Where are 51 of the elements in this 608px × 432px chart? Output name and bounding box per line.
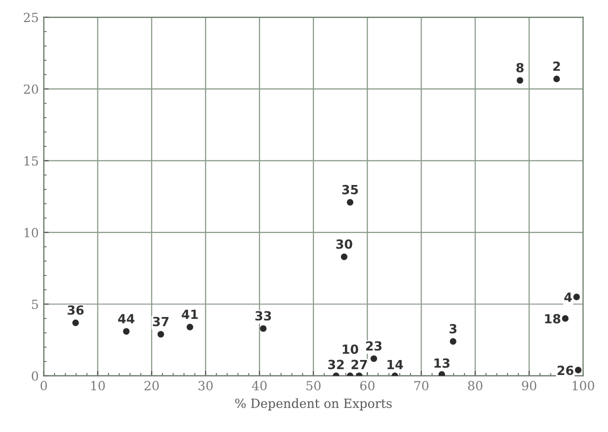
- point: [370, 355, 378, 362]
- x-tick-label: 90: [522, 380, 536, 390]
- annotation: 2: [553, 62, 560, 71]
- x-tick-label: 60: [360, 380, 374, 390]
- annotation: 33: [255, 311, 271, 321]
- x-axis-title: % Dependent on Exports: [235, 398, 392, 410]
- x-tick-label: 70: [414, 380, 428, 390]
- annotation: 26: [558, 366, 574, 376]
- annotation: 18: [545, 314, 560, 324]
- point: [186, 324, 194, 330]
- annotation: 36: [68, 305, 84, 315]
- x-tick-label: 20: [144, 380, 159, 390]
- annotation: 8: [516, 62, 524, 72]
- annotation: 13: [434, 358, 450, 368]
- point: [562, 315, 569, 322]
- annotation: 3: [450, 324, 456, 334]
- annotation: 27: [352, 360, 367, 370]
- x-tick-label: 100: [572, 380, 594, 390]
- y-tick-label: 0: [32, 371, 38, 381]
- point: [516, 77, 524, 84]
- point: [340, 254, 348, 260]
- annotation: 44: [118, 314, 134, 324]
- point: [553, 76, 560, 82]
- point: [574, 366, 582, 374]
- x-tick-label: 80: [468, 380, 482, 390]
- annotation: 32: [328, 360, 344, 370]
- annotation: 14: [388, 360, 403, 370]
- point: [72, 319, 79, 326]
- x-tick-label: 40: [252, 380, 267, 390]
- annotation: 35: [342, 184, 358, 194]
- y-tick-label: 15: [24, 156, 38, 166]
- point: [260, 325, 267, 332]
- y-tick-label: 25: [24, 12, 38, 22]
- point: [346, 199, 354, 206]
- y-tick-label: 10: [24, 228, 38, 238]
- annotation: 41: [182, 310, 198, 319]
- point: [158, 330, 164, 338]
- y-tick-label: 20: [24, 84, 38, 94]
- annotation: 30: [336, 239, 352, 249]
- x-tick-label: 30: [198, 380, 213, 390]
- point: [122, 328, 130, 335]
- x-tick-label: 50: [306, 380, 321, 390]
- point: [450, 338, 456, 345]
- annotation: 37: [152, 316, 169, 326]
- annotation: 23: [366, 341, 382, 351]
- x-tick-label: 0: [40, 380, 47, 390]
- annotation: 10: [342, 344, 358, 354]
- x-tick-label: 10: [91, 380, 105, 390]
- annotation: 4: [564, 292, 572, 302]
- y-tick-label: 5: [32, 300, 38, 310]
- point: [573, 294, 580, 300]
